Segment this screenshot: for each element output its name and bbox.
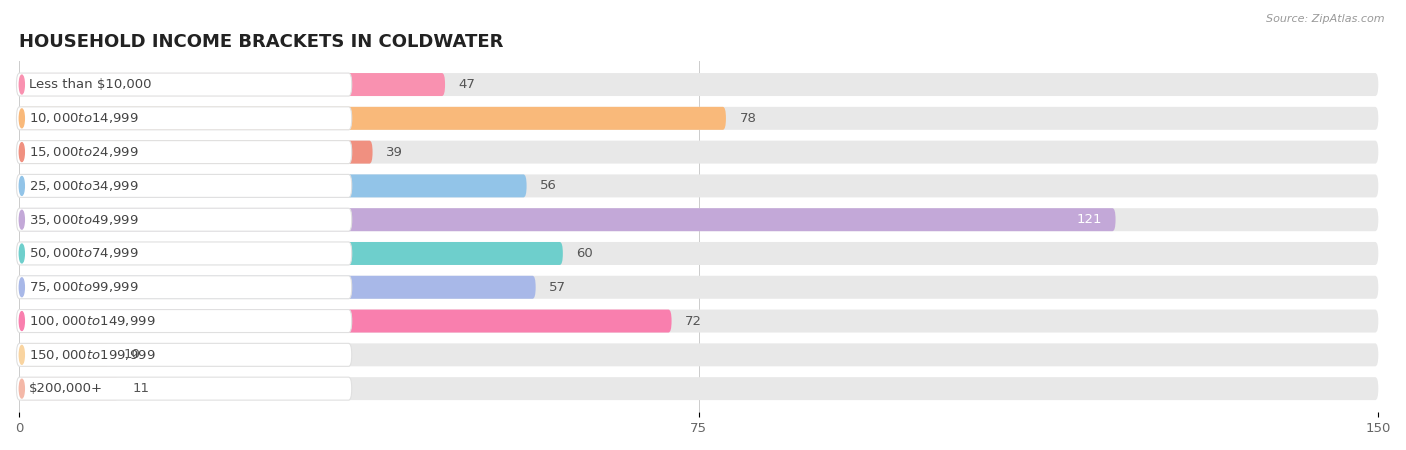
FancyBboxPatch shape [17,73,352,96]
Text: $75,000 to $99,999: $75,000 to $99,999 [30,280,139,294]
Text: 121: 121 [1077,213,1102,226]
Circle shape [20,346,24,364]
Text: 11: 11 [132,382,149,395]
FancyBboxPatch shape [20,73,446,96]
FancyBboxPatch shape [20,310,1378,333]
Circle shape [20,379,24,398]
Text: 10: 10 [124,348,141,361]
FancyBboxPatch shape [20,377,1378,400]
FancyBboxPatch shape [17,276,352,299]
Text: Source: ZipAtlas.com: Source: ZipAtlas.com [1267,14,1385,23]
FancyBboxPatch shape [17,141,352,164]
Circle shape [20,109,24,128]
Text: Less than $10,000: Less than $10,000 [30,78,152,91]
Text: 60: 60 [576,247,593,260]
FancyBboxPatch shape [20,141,373,164]
FancyBboxPatch shape [20,343,1378,366]
Circle shape [20,176,24,195]
Text: $25,000 to $34,999: $25,000 to $34,999 [30,179,139,193]
FancyBboxPatch shape [20,377,120,400]
FancyBboxPatch shape [20,208,1115,231]
Circle shape [20,312,24,330]
FancyBboxPatch shape [17,343,352,366]
Text: 47: 47 [458,78,475,91]
Text: 57: 57 [550,281,567,294]
FancyBboxPatch shape [20,175,527,198]
FancyBboxPatch shape [17,208,352,231]
FancyBboxPatch shape [17,310,352,333]
Circle shape [20,244,24,263]
Text: $200,000+: $200,000+ [30,382,103,395]
FancyBboxPatch shape [20,141,1378,164]
FancyBboxPatch shape [20,107,1378,130]
Text: 72: 72 [685,315,702,328]
Text: HOUSEHOLD INCOME BRACKETS IN COLDWATER: HOUSEHOLD INCOME BRACKETS IN COLDWATER [20,33,503,51]
Text: $150,000 to $199,999: $150,000 to $199,999 [30,348,156,362]
FancyBboxPatch shape [17,107,352,130]
FancyBboxPatch shape [20,242,562,265]
FancyBboxPatch shape [20,310,672,333]
Text: 39: 39 [387,146,404,158]
FancyBboxPatch shape [20,107,725,130]
Text: $50,000 to $74,999: $50,000 to $74,999 [30,247,139,261]
Text: 56: 56 [540,180,557,193]
Text: $10,000 to $14,999: $10,000 to $14,999 [30,111,139,126]
FancyBboxPatch shape [20,208,1378,231]
FancyBboxPatch shape [17,377,352,400]
Circle shape [20,75,24,94]
Circle shape [20,210,24,229]
Text: $15,000 to $24,999: $15,000 to $24,999 [30,145,139,159]
FancyBboxPatch shape [17,175,352,198]
FancyBboxPatch shape [20,73,1378,96]
FancyBboxPatch shape [20,175,1378,198]
FancyBboxPatch shape [20,276,1378,299]
Text: $100,000 to $149,999: $100,000 to $149,999 [30,314,156,328]
Circle shape [20,278,24,297]
FancyBboxPatch shape [20,242,1378,265]
Text: 78: 78 [740,112,756,125]
FancyBboxPatch shape [20,276,536,299]
FancyBboxPatch shape [17,242,352,265]
FancyBboxPatch shape [20,343,110,366]
Text: $35,000 to $49,999: $35,000 to $49,999 [30,213,139,227]
Circle shape [20,143,24,162]
